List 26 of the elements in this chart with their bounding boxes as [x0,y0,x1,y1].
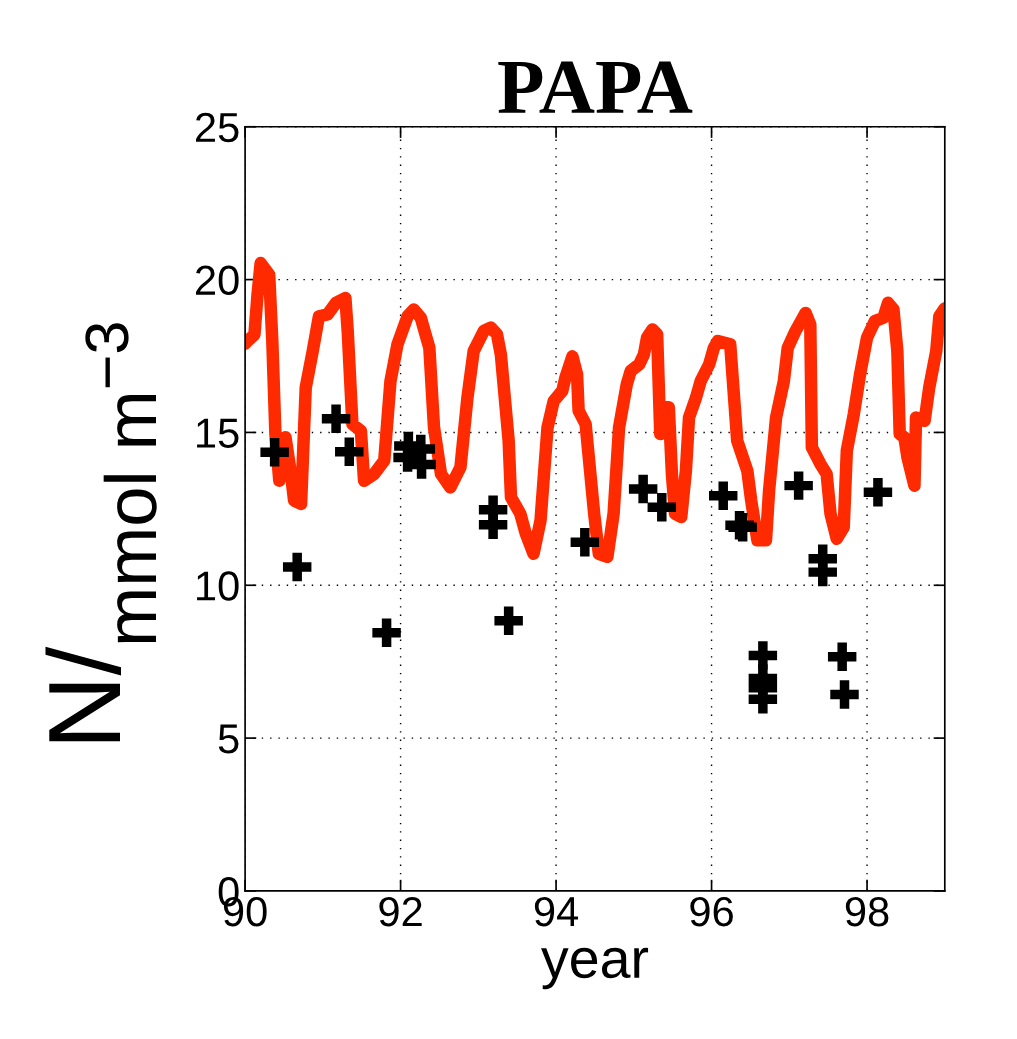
y-tick-label: 10 [197,571,239,601]
point [628,474,658,504]
point [830,680,859,709]
y-tick-label: 20 [195,265,239,296]
point [335,437,364,466]
point [282,552,312,582]
y-axis-title: N/mmol m−3 [45,323,157,742]
x-tick-label: 94 [534,896,579,927]
point [260,438,289,467]
x-tick-label: 98 [845,896,889,927]
x-axis-title: year [541,947,649,990]
point [708,481,738,510]
chart-title: PAPA [498,61,693,113]
y-tick-label: 15 [197,418,239,448]
y-tick-label: 25 [195,112,239,143]
point [494,606,523,635]
x-tick-label: 92 [379,896,422,927]
point [863,478,893,507]
point [372,618,401,647]
point [321,404,351,433]
x-tick-label: 96 [690,896,733,927]
point [647,493,677,522]
y-tick-label: 5 [218,724,239,754]
point [784,471,813,500]
point [827,642,857,672]
point [570,527,600,557]
